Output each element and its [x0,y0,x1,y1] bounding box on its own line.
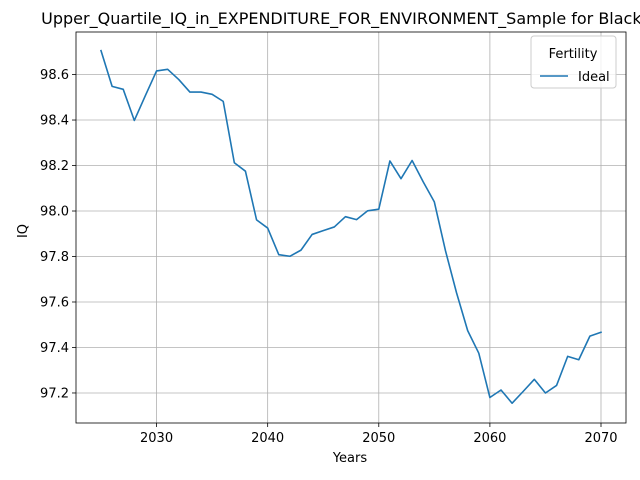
y-axis: 97.2 97.4 97.6 97.8 98.0 98.2 98.4 98.6 [40,68,76,401]
legend: Fertility Ideal [530,35,617,89]
x-tick-label: 2070 [584,431,617,446]
grid-lines [76,32,626,423]
legend-title: Fertility [549,47,598,62]
y-tick-label: 98.4 [40,114,69,129]
series-line-ideal [99,49,603,405]
y-tick-label: 97.2 [40,386,69,401]
y-tick-label: 98.0 [40,205,69,220]
y-tick-label: 98.2 [40,159,69,174]
chart-title: Upper_Quartile_IQ_in_EXPENDITURE_FOR_ENV… [41,9,640,29]
y-tick-label: 97.8 [40,250,69,265]
x-tick-label: 2050 [362,431,395,446]
y-axis-label: IQ [16,224,31,238]
x-tick-label: 2030 [140,431,173,446]
plot-frame [75,31,627,424]
y-tick-label: 97.4 [40,341,69,356]
y-tick-label: 98.6 [40,68,69,83]
legend-label-ideal: Ideal [578,70,610,85]
x-tick-label: 2060 [473,431,506,446]
x-axis: 2030 2040 2050 2060 2070 [140,423,618,446]
y-tick-label: 97.6 [40,295,69,310]
series-layer [99,49,603,405]
x-tick-label: 2040 [251,431,284,446]
x-axis-label: Years [332,451,368,466]
legend-box [530,35,617,89]
